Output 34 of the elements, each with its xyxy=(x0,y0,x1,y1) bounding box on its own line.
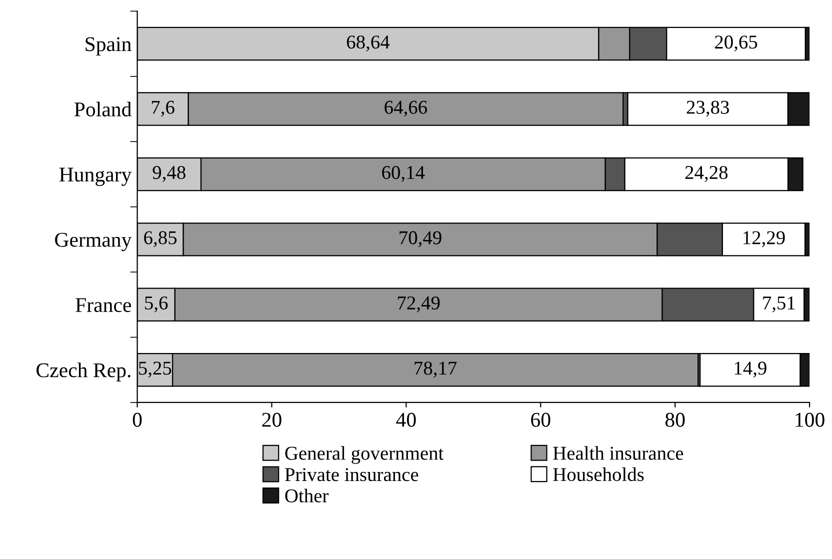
data-label: 70,49 xyxy=(400,231,442,248)
data-label: 24,28 xyxy=(685,166,728,182)
y-tick-label: Poland xyxy=(74,102,132,116)
x-tick-label: 20 xyxy=(262,412,282,427)
legend-label: General government xyxy=(285,446,444,464)
data-label: 60,14 xyxy=(382,166,425,182)
data-label: 12,29 xyxy=(744,231,785,248)
data-label: 9,48 xyxy=(152,166,186,182)
data-label: 20,65 xyxy=(715,36,758,52)
data-label: 7,51 xyxy=(763,296,795,312)
x-tick-label: 0 xyxy=(132,412,142,427)
data-label: 5,6 xyxy=(145,296,168,312)
y-tick-label: Czech Rep. xyxy=(36,362,130,382)
legend-label: Other xyxy=(285,488,329,502)
data-label: 5,25 xyxy=(139,362,172,378)
y-tick-label: France xyxy=(76,298,131,312)
data-label: 78,17 xyxy=(414,362,457,378)
data-label: 6,85 xyxy=(144,231,177,248)
data-label: 14,9 xyxy=(734,362,766,378)
data-label: 23,83 xyxy=(686,100,729,117)
data-label: 68,64 xyxy=(346,36,390,52)
legend-label: Health insurance xyxy=(553,446,684,460)
data-label: 7,6 xyxy=(152,100,174,117)
x-tick-label: 80 xyxy=(665,412,685,427)
x-tick-label: 100 xyxy=(796,412,824,427)
y-tick-label: Germany xyxy=(55,232,132,252)
x-tick-label: 60 xyxy=(531,412,550,427)
x-tick-label: 40 xyxy=(396,412,416,427)
legend-label: Private insurance xyxy=(284,468,418,482)
y-tick-label: Hungary xyxy=(59,168,132,186)
y-tick-label: Spain xyxy=(86,37,132,56)
data-label: 72,49 xyxy=(398,296,440,312)
data-label: 64,66 xyxy=(384,100,428,117)
legend-label: Households xyxy=(553,467,644,482)
